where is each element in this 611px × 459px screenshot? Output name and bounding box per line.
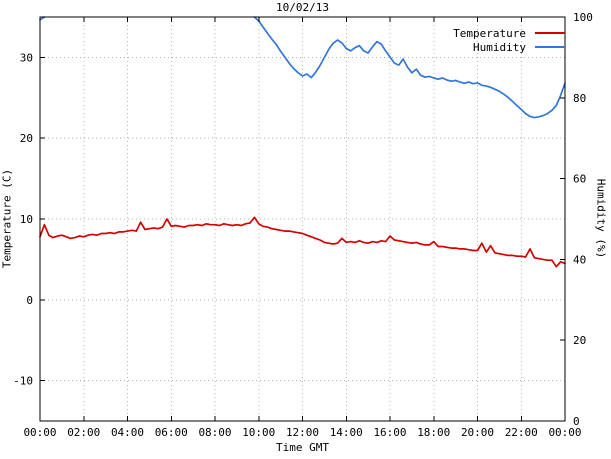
y-tick-label: 20 [20,132,33,145]
y-tick-label: 0 [26,294,33,307]
y2-tick-label: 20 [573,334,586,347]
x-tick-label: 04:00 [111,426,144,439]
x-tick-label: 06:00 [155,426,188,439]
y2-tick-label: 0 [573,415,580,428]
legend-label-humidity: Humidity [473,40,526,54]
y2-tick-label: 40 [573,253,586,266]
temperature-line [39,216,566,268]
x-tick-label: 10:00 [242,426,275,439]
y-tick-label: 30 [20,51,33,64]
legend: Temperature Humidity [453,26,565,54]
y2-tick-label: 60 [573,173,586,186]
x-tick-label: 16:00 [373,426,406,439]
x-tick-label: 08:00 [198,426,231,439]
y2-tick-label: 100 [573,11,593,24]
x-tick-label: 22:00 [505,426,538,439]
legend-label-temperature: Temperature [453,26,526,40]
legend-item-temperature: Temperature [453,26,565,40]
x-tick-label: 00:00 [23,426,56,439]
x-tick-label: 18:00 [417,426,450,439]
x-tick-label: 14:00 [330,426,363,439]
legend-item-humidity: Humidity [453,40,565,54]
x-tick-label: 20:00 [461,426,494,439]
y-tick-label: -10 [13,375,33,388]
legend-line-temperature-icon [535,32,565,34]
x-tick-label: 00:00 [548,426,581,439]
x-tick-label: 02:00 [67,426,100,439]
y-axis-label: Temperature (C) [0,168,14,269]
humidity-line [253,16,566,119]
y2-axis-label: Humidity (%) [594,178,608,259]
legend-line-humidity-icon [535,46,565,48]
x-tick-label: 12:00 [286,426,319,439]
y2-tick-label: 80 [573,92,586,105]
chart-title: 10/02/13 [276,1,329,14]
x-axis-label: Time GMT [276,441,329,454]
y-tick-label: 10 [20,213,33,226]
